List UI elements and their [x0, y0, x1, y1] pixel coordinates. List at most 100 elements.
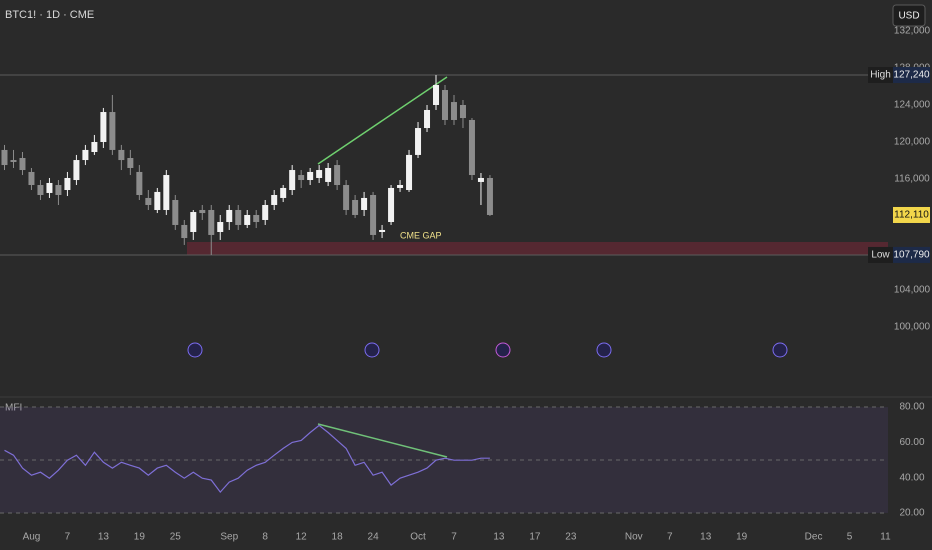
candle-body	[181, 224, 188, 239]
last-price: 112,110	[894, 210, 929, 221]
candle-body	[450, 102, 457, 120]
candle-body	[397, 185, 404, 188]
price-value-box	[893, 67, 930, 84]
x-tick-label: Sep	[220, 532, 238, 543]
candle-body	[64, 177, 71, 191]
x-tick-label: Nov	[625, 532, 643, 543]
candle-body	[19, 158, 26, 171]
candle-body	[217, 222, 224, 233]
candle-body	[370, 195, 377, 235]
candle-body	[262, 204, 269, 220]
x-tick-label: 17	[529, 532, 541, 543]
candle-body	[91, 141, 98, 152]
candle-body	[208, 209, 215, 235]
x-tick-label: 18	[332, 532, 344, 543]
x-tick-label: 13	[98, 532, 110, 543]
candle-body	[118, 149, 125, 161]
mfi-line	[4, 424, 490, 494]
candle-body	[334, 165, 341, 186]
y-tick-label: 124,000	[894, 100, 931, 111]
candle-body	[244, 214, 251, 225]
candle-body	[127, 158, 134, 168]
divergence-line	[317, 423, 448, 458]
candle-body	[199, 209, 206, 214]
event-icons	[187, 342, 788, 358]
x-tick-label: Dec	[805, 532, 823, 543]
x-tick-label: 24	[368, 532, 380, 543]
candle-body	[459, 104, 466, 119]
event-icon[interactable]	[187, 342, 203, 358]
y-tick-label: 132,000	[894, 26, 931, 37]
y-tick-label: 80.00	[899, 402, 924, 413]
price-name: High	[870, 70, 891, 81]
candle-body	[442, 90, 448, 120]
x-tick-label: 7	[65, 532, 71, 543]
candle-body	[145, 197, 152, 205]
event-icon[interactable]	[772, 342, 788, 358]
symbol-title: BTC1! · 1D · CME	[5, 9, 94, 21]
mfi-title: MFI	[5, 403, 22, 414]
price-value: 127,240	[893, 70, 930, 81]
candle-body	[235, 209, 242, 225]
candle-body	[109, 112, 116, 150]
candle-body	[388, 187, 395, 223]
x-tick-label: 19	[736, 532, 748, 543]
candle-body	[298, 175, 305, 181]
candle-body	[468, 119, 475, 176]
gap-zone	[187, 241, 888, 255]
candle-body	[352, 199, 359, 215]
candle-body	[46, 182, 53, 193]
candle-body	[316, 170, 323, 178]
price-value: 107,790	[893, 250, 930, 261]
price-name: Low	[871, 250, 890, 261]
candle-body	[37, 185, 44, 196]
candle-body	[172, 199, 179, 225]
x-tick-label: 13	[700, 532, 712, 543]
candle-body	[271, 195, 278, 205]
y-tick-label: 116,000	[894, 174, 930, 185]
candle-body	[280, 187, 287, 198]
x-tick-label: 5	[847, 532, 853, 543]
candle-body	[253, 214, 260, 223]
currency-label[interactable]: USD	[898, 11, 919, 22]
divergence-line	[317, 76, 448, 165]
price-name-box	[868, 67, 893, 84]
candle-body	[136, 171, 143, 196]
event-icon[interactable]	[364, 342, 380, 358]
candle-body	[55, 185, 62, 196]
candle-body	[100, 112, 107, 142]
candle-body	[82, 149, 89, 161]
y-tick-label: 120,000	[894, 137, 931, 148]
y-tick-label: 20.00	[899, 508, 924, 519]
x-tick-label: 8	[262, 532, 268, 543]
candle-body	[28, 171, 35, 186]
last-price-box	[893, 206, 930, 223]
candle-body	[406, 154, 413, 191]
candle-body	[325, 167, 332, 182]
event-icon[interactable]	[495, 342, 511, 358]
candle-body	[10, 160, 17, 162]
candle-body	[154, 191, 161, 210]
x-tick-label: Aug	[23, 532, 41, 543]
x-tick-label: 11	[880, 532, 891, 543]
x-tick-label: 7	[451, 532, 457, 543]
y-tick-label: 100,000	[894, 322, 931, 333]
price-value-box	[893, 246, 930, 263]
candle-body	[1, 149, 8, 166]
candle-body	[379, 229, 386, 233]
x-tick-label: 7	[667, 532, 673, 543]
currency-button[interactable]	[892, 4, 926, 27]
candle-body	[477, 177, 484, 182]
y-tick-label: 60.00	[899, 437, 924, 448]
x-tick-label: Oct	[410, 532, 426, 543]
event-icon[interactable]	[596, 342, 612, 358]
x-tick-label: 19	[134, 532, 146, 543]
price-name-box	[868, 246, 893, 263]
candle-body	[163, 175, 170, 210]
candle-body	[415, 128, 422, 155]
candle-body	[486, 177, 493, 215]
x-tick-label: 23	[565, 532, 577, 543]
candle-body	[289, 170, 296, 191]
